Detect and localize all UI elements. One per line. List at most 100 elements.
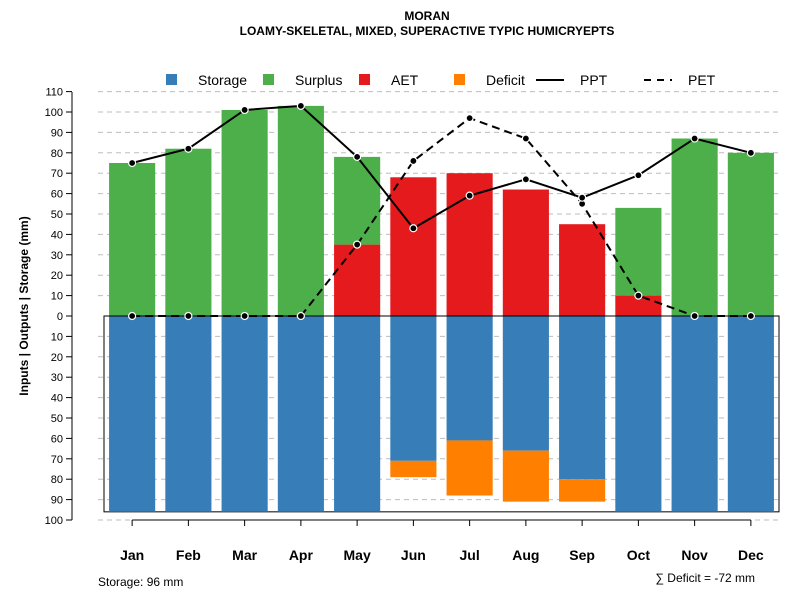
bar-surplus: [334, 156, 381, 245]
bar-storage: [502, 316, 549, 451]
y-tick-label: 50: [51, 209, 63, 221]
y-tick-label: 100: [45, 515, 63, 527]
y-tick-label: 60: [51, 433, 63, 445]
bar-aet: [502, 189, 549, 316]
y-tick-label: 30: [51, 372, 63, 384]
ppt-point: [184, 144, 193, 153]
legend-swatch: [359, 74, 370, 85]
pet-point: [634, 291, 643, 300]
ppt-point: [746, 148, 755, 157]
bar-storage: [727, 316, 774, 512]
y-tick-label: 40: [51, 393, 63, 405]
ppt-point: [690, 134, 699, 143]
y-tick-label: 10: [51, 291, 63, 303]
bar-deficit: [559, 479, 606, 502]
bar-deficit: [390, 460, 437, 478]
x-tick-label: Jul: [460, 547, 480, 563]
y-tick-label: 100: [45, 107, 63, 119]
x-tick-label: May: [344, 547, 371, 563]
bar-surplus: [277, 105, 324, 316]
bar-aet: [615, 295, 662, 316]
legend-label: Storage: [198, 72, 247, 88]
x-tick-label: Apr: [289, 547, 314, 563]
ppt-point: [353, 152, 362, 161]
y-tick-label: 80: [51, 474, 63, 486]
pet-point: [409, 156, 418, 166]
y-tick-label: 70: [51, 168, 63, 180]
legend-label: AET: [391, 72, 419, 88]
bar-surplus: [727, 152, 774, 316]
bar-storage: [109, 316, 156, 512]
bar-surplus: [221, 109, 268, 317]
x-tick-label: Sep: [569, 547, 595, 563]
y-tick-label: 60: [51, 189, 63, 201]
deficit-note: ∑ Deficit = -72 mm: [655, 571, 755, 585]
bar-aet: [559, 224, 606, 316]
bar-surplus: [671, 138, 718, 316]
x-tick-label: Aug: [512, 547, 539, 563]
bar-surplus: [165, 148, 212, 316]
y-axis-label: Inputs | Outputs | Storage (mm): [17, 216, 31, 395]
y-tick-label: 50: [51, 413, 63, 425]
ppt-point: [465, 191, 474, 200]
y-tick-label: 10: [51, 331, 63, 343]
pet-point: [128, 311, 137, 321]
ppt-point: [128, 158, 137, 168]
pet-point: [746, 311, 755, 321]
ppt-line: [131, 104, 752, 230]
storage-note: Storage: 96 mm: [98, 575, 183, 589]
ppt-point: [296, 101, 305, 110]
legend-label: PET: [688, 72, 716, 88]
pet-point: [240, 311, 249, 321]
x-tick-label: Oct: [627, 547, 651, 563]
pet-point: [465, 114, 474, 123]
x-tick-label: Jan: [120, 547, 144, 563]
bar-storage: [221, 316, 268, 512]
bars: [103, 105, 780, 513]
y-tick-label: 40: [51, 229, 63, 241]
x-tick-label: Mar: [232, 547, 257, 563]
legend-swatch: [263, 74, 274, 85]
bar-surplus: [615, 207, 662, 296]
pet-point: [690, 311, 699, 321]
bar-storage: [334, 316, 381, 512]
ppt-point: [578, 193, 587, 202]
pet-point: [353, 240, 362, 249]
ppt-point: [521, 175, 530, 184]
x-axis-ticks: Jan Feb Mar Apr May Jun Jul Aug Sep Oct Nov Dec: [120, 519, 764, 563]
x-tick-label: Feb: [176, 547, 201, 563]
legend-label: Deficit: [486, 72, 525, 88]
legend-label: PPT: [580, 72, 608, 88]
y-tick-label: 0: [57, 311, 63, 323]
pet-point: [521, 134, 530, 143]
y-tick-label: 20: [51, 270, 63, 282]
legend-label: Surplus: [295, 72, 342, 88]
ppt-point: [634, 171, 643, 180]
y-tick-label: 70: [51, 454, 63, 466]
bar-storage: [671, 316, 718, 512]
chart-subtitle: LOAMY-SKELETAL, MIXED, SUPERACTIVE TYPIC…: [240, 24, 615, 38]
y-tick-label: 20: [51, 352, 63, 364]
bar-aet: [390, 177, 437, 316]
y-tick-label: 30: [51, 250, 63, 262]
bar-storage: [615, 316, 662, 512]
legend: Storage Surplus AET Deficit PPT PET: [166, 72, 716, 88]
series-lines: [128, 101, 755, 321]
y-tick-label: 90: [51, 495, 63, 507]
legend-swatch: [166, 74, 177, 85]
bar-surplus: [109, 163, 156, 316]
x-tick-label: Jun: [401, 547, 426, 563]
x-tick-label: Dec: [738, 547, 764, 563]
bar-aet: [334, 244, 381, 316]
bar-deficit: [446, 440, 493, 496]
y-axis-ticks: 1101009080706050403020100102030405060708…: [45, 87, 72, 527]
ppt-point: [409, 224, 418, 233]
x-tick-label: Nov: [681, 547, 708, 563]
legend-swatch: [454, 74, 465, 85]
y-tick-label: 110: [45, 87, 63, 99]
chart-title: MORAN: [404, 9, 449, 23]
bar-storage: [390, 316, 437, 461]
bar-deficit: [502, 450, 549, 502]
bar-storage: [446, 316, 493, 441]
